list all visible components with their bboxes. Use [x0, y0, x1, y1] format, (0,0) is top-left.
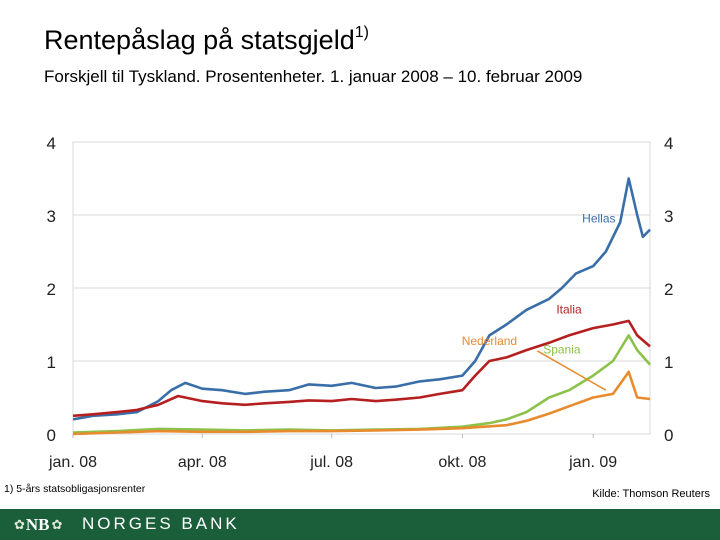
title-text: Rentepåslag på statsgjeld [44, 25, 355, 55]
y-tick-label-left: 1 [47, 353, 56, 372]
chart-title: Rentepåslag på statsgjeld1) [44, 24, 369, 56]
logo-ornament-right-icon: ✿ [51, 517, 63, 532]
y-tick-label-right: 2 [664, 280, 673, 299]
logo-ornament-left-icon: ✿ [14, 517, 25, 532]
y-tick-label-right: 0 [664, 426, 673, 445]
y-tick-label-left: 0 [47, 426, 56, 445]
series-label-nederland: Nederland [462, 334, 517, 348]
norges-bank-logo: ✿ NB ✿ [14, 513, 63, 537]
line-chart: 0 0 1 1 2 2 3 3 4 4 jan. 08 apr. 08 jul. 08 okt. 08 ja… [47, 134, 674, 471]
series-label-hellas: Hellas [582, 211, 615, 225]
series-line-spania [72, 334, 651, 434]
chart-subtitle: Forskjell til Tyskland. Prosentenheter. … [44, 67, 583, 86]
x-tick-label: jul. 08 [309, 454, 353, 471]
norges-bank-footer: ✿ NB ✿ NORGES BANK [0, 509, 720, 540]
x-tick-label: apr. 08 [178, 454, 227, 471]
series-label-spania: Spania [543, 343, 581, 357]
x-tick-label: okt. 08 [438, 454, 486, 471]
x-tick-label: jan. 09 [568, 454, 617, 471]
series-line-italia [72, 319, 651, 418]
y-tick-label-right: 3 [664, 207, 673, 226]
y-tick-label-right: 1 [664, 353, 673, 372]
y-tick-label-left: 4 [47, 134, 56, 153]
series-line-nederland [72, 370, 651, 436]
y-tick-label-right: 4 [664, 134, 673, 153]
title-footnote-marker: 1) [354, 24, 369, 41]
logo-monogram: NB [25, 515, 50, 534]
source-note: Kilde: Thomson Reuters [592, 488, 710, 500]
y-tick-label-left: 3 [47, 207, 56, 226]
bank-name: NORGES BANK [82, 514, 240, 533]
series-line-hellas [72, 177, 651, 421]
annotation-arrow-nederland [537, 350, 607, 391]
footnote: 1) 5-års statsobligasjonsrenter [4, 483, 146, 495]
x-tick-label: jan. 08 [48, 454, 97, 471]
y-tick-label-left: 2 [47, 280, 56, 299]
series-label-italia: Italia [556, 303, 582, 317]
